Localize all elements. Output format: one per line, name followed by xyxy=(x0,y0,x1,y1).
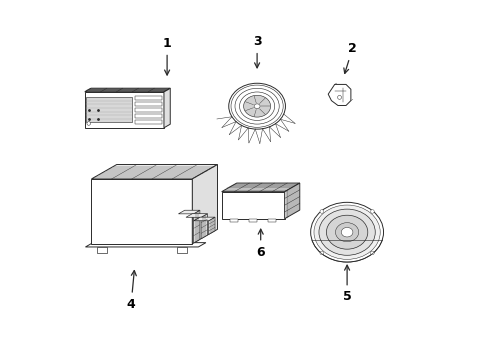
Polygon shape xyxy=(84,88,170,92)
Ellipse shape xyxy=(318,209,374,255)
Circle shape xyxy=(337,95,341,99)
Circle shape xyxy=(319,210,323,213)
Polygon shape xyxy=(86,97,132,122)
Polygon shape xyxy=(201,214,207,239)
Polygon shape xyxy=(96,247,106,253)
Polygon shape xyxy=(230,219,238,222)
Polygon shape xyxy=(134,114,162,118)
Ellipse shape xyxy=(325,215,367,249)
Text: 5: 5 xyxy=(342,265,351,303)
Polygon shape xyxy=(193,210,200,243)
Text: 4: 4 xyxy=(126,271,136,311)
Polygon shape xyxy=(221,192,284,219)
Polygon shape xyxy=(134,102,162,107)
Ellipse shape xyxy=(313,205,380,259)
Polygon shape xyxy=(178,210,200,214)
Ellipse shape xyxy=(228,83,285,129)
Polygon shape xyxy=(193,217,215,221)
Ellipse shape xyxy=(254,104,260,108)
Text: 3: 3 xyxy=(252,35,261,68)
Polygon shape xyxy=(163,88,170,128)
Polygon shape xyxy=(249,219,256,222)
Polygon shape xyxy=(177,247,187,253)
Polygon shape xyxy=(134,120,162,124)
Polygon shape xyxy=(84,92,163,128)
Circle shape xyxy=(87,122,90,125)
Text: 2: 2 xyxy=(343,42,356,73)
Circle shape xyxy=(319,251,323,255)
Polygon shape xyxy=(134,96,162,100)
Polygon shape xyxy=(208,217,215,234)
Polygon shape xyxy=(192,165,217,244)
Ellipse shape xyxy=(310,202,383,262)
Polygon shape xyxy=(221,183,299,192)
Ellipse shape xyxy=(243,95,270,117)
Text: 1: 1 xyxy=(163,37,171,75)
Polygon shape xyxy=(284,183,299,219)
Polygon shape xyxy=(268,219,275,222)
Polygon shape xyxy=(91,179,192,244)
Polygon shape xyxy=(185,214,207,217)
Circle shape xyxy=(370,251,373,255)
Polygon shape xyxy=(85,243,205,247)
Text: 6: 6 xyxy=(256,229,264,258)
Polygon shape xyxy=(134,108,162,112)
Ellipse shape xyxy=(341,228,352,237)
Circle shape xyxy=(370,210,373,213)
Ellipse shape xyxy=(335,223,358,242)
Polygon shape xyxy=(91,165,217,179)
Polygon shape xyxy=(327,85,350,105)
